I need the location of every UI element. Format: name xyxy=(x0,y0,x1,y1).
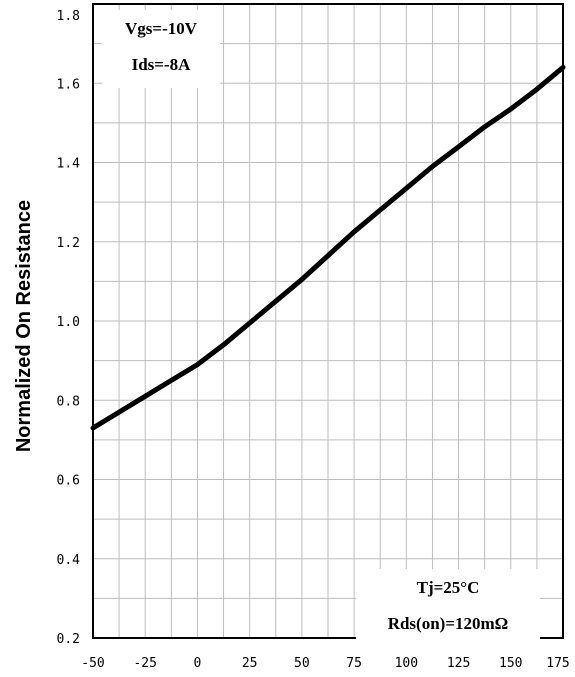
x-tick-label: 150 xyxy=(499,656,522,671)
x-tick-label: 125 xyxy=(447,656,470,671)
annotation-ids: Ids=-8A xyxy=(132,55,192,74)
annotation-box xyxy=(102,10,220,88)
y-tick-label: 0.6 xyxy=(57,474,80,489)
x-tick-label: -50 xyxy=(81,656,104,671)
y-axis-label: Normalized On Resistance xyxy=(13,200,35,452)
y-tick-label: 0.2 xyxy=(57,632,80,647)
annotation-box xyxy=(356,569,540,645)
x-tick-label: 0 xyxy=(194,656,202,671)
annotation-rdson: Rds(on)=120mΩ xyxy=(388,614,509,633)
plot-border xyxy=(92,3,564,639)
grid xyxy=(93,4,563,638)
y-tick-label: 1.0 xyxy=(57,315,80,330)
x-tick-label: 175 xyxy=(546,656,569,671)
annotations: Vgs=-10V Ids=-8A Tj=25°C Rds(on)=120mΩ xyxy=(102,10,540,645)
y-tick-label: 1.6 xyxy=(57,77,80,92)
x-tick-labels: -50 -25 0 25 50 75 100 125 150 175 xyxy=(81,656,569,671)
y-tick-label: 0.8 xyxy=(57,394,80,409)
plot-frame xyxy=(92,3,564,639)
annotation-vgs: Vgs=-10V xyxy=(125,19,198,38)
x-tick-label: 100 xyxy=(395,656,418,671)
x-tick-label: 25 xyxy=(242,656,258,671)
annotation-tj: Tj=25°C xyxy=(417,578,480,597)
y-tick-labels: 0.2 0.4 0.6 0.8 1.0 1.2 1.4 1.6 1.8 xyxy=(57,9,81,647)
y-tick-label: 0.4 xyxy=(57,553,81,568)
y-tick-label: 1.8 xyxy=(57,9,80,24)
series-layer xyxy=(90,64,566,431)
y-tick-label: 1.4 xyxy=(57,157,81,172)
x-tick-label: -25 xyxy=(133,656,156,671)
y-tick-label: 1.2 xyxy=(57,236,80,251)
x-tick-label: 50 xyxy=(294,656,310,671)
x-tick-label: 75 xyxy=(346,656,362,671)
series-line xyxy=(90,64,566,431)
